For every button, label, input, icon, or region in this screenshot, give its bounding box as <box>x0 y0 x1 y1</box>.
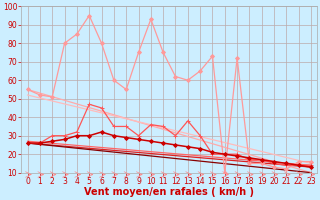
X-axis label: Vent moyen/en rafales ( km/h ): Vent moyen/en rafales ( km/h ) <box>84 187 254 197</box>
